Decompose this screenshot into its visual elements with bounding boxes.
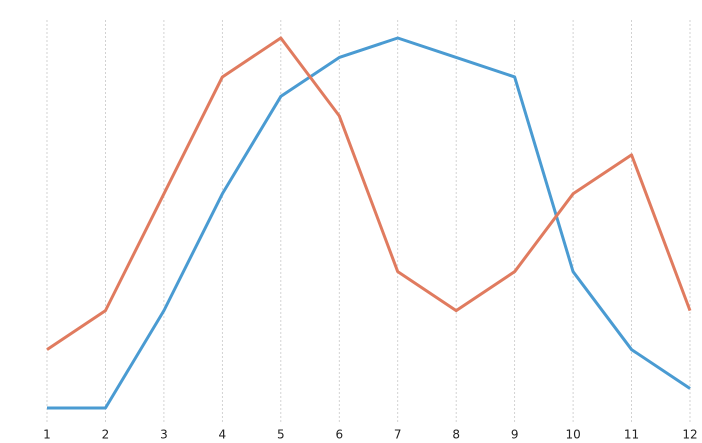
line: [46, 36, 692, 351]
x-tick-label: 8: [452, 428, 460, 442]
line: [47, 36, 691, 410]
x-tick-label: 5: [277, 428, 285, 442]
x-tick-label: 2: [102, 428, 110, 442]
x-tick-label: 4: [219, 428, 227, 442]
x-tick-label: 1: [43, 428, 51, 442]
x-tick-label: 10: [565, 428, 580, 442]
x-tick-label: 12: [682, 428, 697, 442]
x-tick-label: 3: [160, 428, 168, 442]
x-tick-label: 9: [511, 428, 519, 442]
x-tick-label: 6: [335, 428, 343, 442]
x-tick-label: 7: [394, 428, 402, 442]
x-tick-label: 11: [624, 428, 639, 442]
